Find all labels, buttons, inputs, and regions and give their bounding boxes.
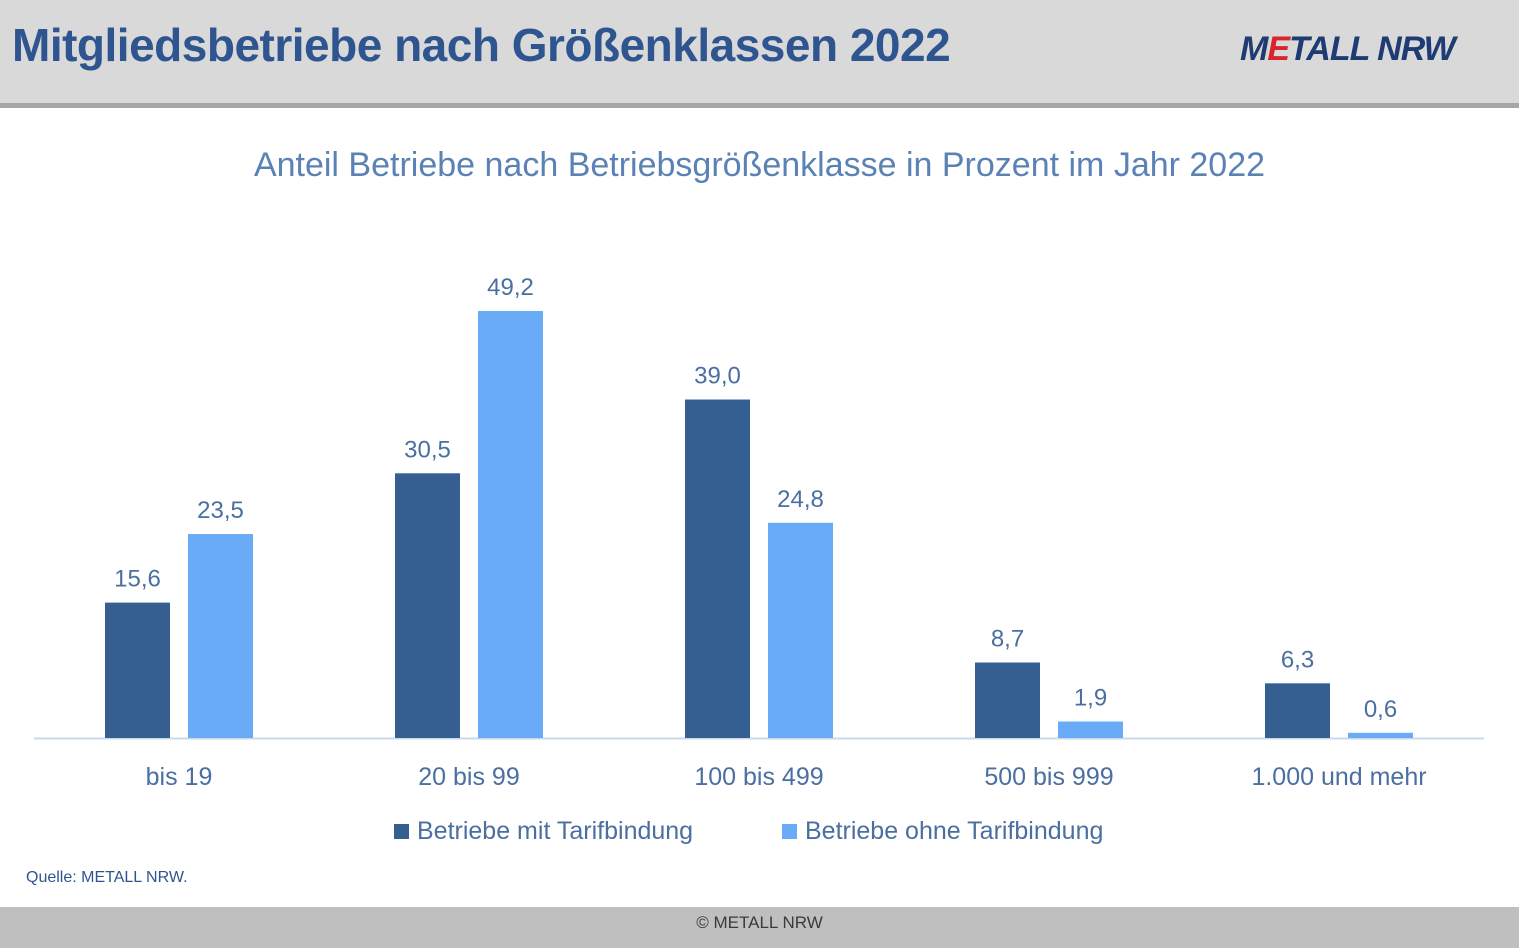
footer-bar xyxy=(0,907,1519,948)
bar-ohne-1 xyxy=(188,534,253,738)
data-label-mit-2: 30,5 xyxy=(404,436,451,463)
data-label-mit-5: 6,3 xyxy=(1281,646,1314,673)
bar-mit-3 xyxy=(685,399,750,738)
legend-swatch-mit xyxy=(394,824,409,839)
category-label-3: 100 bis 499 xyxy=(694,763,823,791)
source-note: Quelle: METALL NRW. xyxy=(26,869,188,886)
page-title: Mitgliedsbetriebe nach Größenklassen 202… xyxy=(12,19,951,71)
category-label-5: 1.000 und mehr xyxy=(1251,763,1426,791)
footer-copyright: © METALL NRW xyxy=(696,913,823,932)
bar-ohne-3 xyxy=(768,522,833,738)
data-label-mit-1: 15,6 xyxy=(114,566,161,593)
bar-ohne-5 xyxy=(1348,732,1413,738)
data-label-ohne-1: 23,5 xyxy=(197,497,244,524)
category-label-2: 20 bis 99 xyxy=(418,763,519,791)
category-label-1: bis 19 xyxy=(146,763,213,791)
bar-mit-5 xyxy=(1265,683,1330,738)
legend-swatch-ohne xyxy=(782,824,797,839)
bar-mit-2 xyxy=(395,473,460,738)
bar-ohne-4 xyxy=(1058,721,1123,738)
data-label-ohne-3: 24,8 xyxy=(777,486,824,513)
data-label-mit-3: 39,0 xyxy=(694,363,741,390)
chart-title: Anteil Betriebe nach Betriebsgrößenklass… xyxy=(253,146,1266,184)
category-label-4: 500 bis 999 xyxy=(984,763,1113,791)
bar-mit-1 xyxy=(105,602,170,738)
bar-ohne-2 xyxy=(478,311,543,738)
bar-mit-4 xyxy=(975,662,1040,738)
legend-label-mit: Betriebe mit Tarifbindung xyxy=(417,817,693,845)
data-label-mit-4: 8,7 xyxy=(991,625,1024,652)
metall-nrw-logo: METALL NRW xyxy=(1240,30,1456,68)
header-bar xyxy=(0,0,1519,103)
data-label-ohne-2: 49,2 xyxy=(487,274,534,301)
header-divider xyxy=(0,103,1519,108)
legend-label-ohne: Betriebe ohne Tarifbindung xyxy=(805,817,1103,845)
data-label-ohne-5: 0,6 xyxy=(1364,696,1397,723)
data-label-ohne-4: 1,9 xyxy=(1074,685,1107,712)
